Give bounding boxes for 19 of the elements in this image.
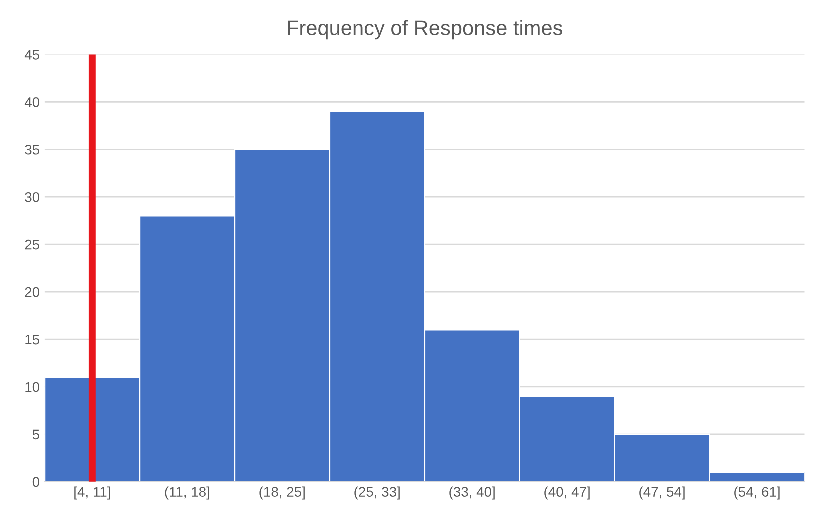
x-tick-label: (40, 47]: [544, 486, 590, 500]
x-tick-label: (47, 54]: [640, 486, 685, 500]
x-tick-label: (33, 40]: [450, 486, 495, 500]
chart-title: Frequency of Response times: [288, 20, 562, 40]
y-tick-label: 35: [25, 144, 40, 155]
y-tick-label: 5: [32, 430, 40, 440]
x-tick-label: [4, 11]: [74, 486, 110, 500]
x-tick-label: (11, 18]: [165, 486, 210, 500]
y-tick-label: 25: [25, 240, 40, 250]
y-tick-label: 0: [32, 477, 40, 488]
y-tick-label: 30: [25, 192, 40, 202]
x-tick-label: (25, 33]: [354, 486, 400, 500]
x-tick-label: (18, 25]: [260, 486, 305, 500]
y-tick-label: 40: [24, 98, 40, 108]
y-tick-label: 15: [26, 334, 40, 345]
y-tick-label: 20: [25, 287, 40, 298]
x-tick-label: (54, 61]: [734, 486, 780, 500]
y-tick-label: 10: [26, 382, 40, 392]
y-tick-label: 45: [24, 50, 40, 60]
